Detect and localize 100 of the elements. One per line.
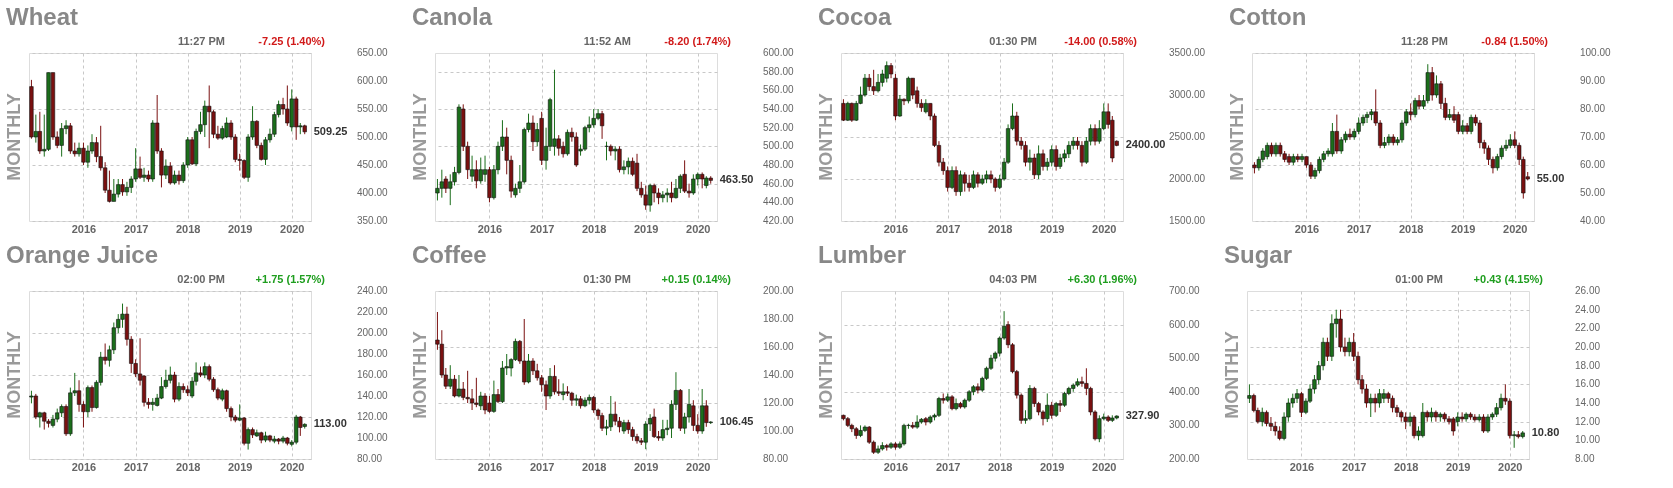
- candlestick: [1036, 144, 1041, 180]
- text: -8.20 (1.74%): [664, 35, 732, 47]
- y-tick-label: 140.00: [357, 390, 389, 401]
- candlestick: [652, 408, 657, 439]
- candlestick: [591, 108, 596, 129]
- annotation: 327.90: [1125, 409, 1160, 422]
- candlestick: [962, 171, 967, 193]
- y-tick-label: 460.00: [763, 177, 795, 189]
- y-tick-label: 120.00: [763, 397, 795, 408]
- candlestick: [474, 159, 479, 189]
- y-tick-label: 60.00: [1580, 159, 1606, 170]
- y-tick-label: 520.00: [763, 121, 795, 133]
- x-tick-label: 2018: [1398, 222, 1424, 235]
- chart-title: Wheat: [6, 3, 79, 30]
- x-tick-label: 2020: [1092, 460, 1117, 473]
- x-tick-label: 2017: [529, 460, 555, 473]
- candlestick: [1481, 413, 1486, 434]
- y-tick-label: 180.00: [357, 348, 389, 359]
- x-tick-label: 2017: [1341, 460, 1367, 473]
- candlestick: [543, 380, 549, 411]
- candlestick: [33, 393, 38, 420]
- y-tick-label: 200.00: [1169, 453, 1201, 464]
- candlestick: [599, 412, 605, 432]
- y-tick-label: 140.00: [763, 369, 795, 380]
- chart-title: Lumber: [818, 241, 907, 268]
- y-tick-label: 420.00: [763, 215, 795, 226]
- candlestick: [936, 396, 942, 418]
- y-axis-title: MONTHLY: [4, 331, 24, 419]
- y-tick-label: 3000.00: [1169, 89, 1206, 100]
- x-tick-label: 2018: [581, 222, 607, 235]
- y-tick-label: 12.00: [1575, 415, 1601, 427]
- y-tick-label: 16.00: [1575, 378, 1601, 390]
- chart-title: Canola: [412, 3, 493, 30]
- text: 11:28 PM: [1400, 35, 1448, 47]
- x-tick-label: 2017: [529, 222, 555, 235]
- x-tick-label: 2018: [175, 460, 201, 473]
- candlestick: [1023, 140, 1028, 167]
- y-tick-label: 3500.00: [1169, 47, 1206, 58]
- y-tick-label: 22.00: [1575, 322, 1601, 334]
- y-axis-title: MONTHLY: [816, 93, 836, 181]
- x-tick-label: 2020: [280, 222, 305, 235]
- x-tick-label: 2020: [1498, 460, 1523, 473]
- x-tick-label: 2019: [633, 222, 659, 235]
- y-tick-label: 90.00: [1580, 75, 1606, 86]
- candlestick: [556, 134, 561, 157]
- text: -0.84 (1.50%): [1481, 35, 1549, 47]
- candlestick: [1364, 111, 1370, 124]
- annotation: 2400.00: [1125, 138, 1166, 151]
- x-tick-label: 2018: [1393, 460, 1419, 473]
- x-tick-label: 2019: [1039, 222, 1065, 235]
- x-tick-label: 2020: [1503, 222, 1528, 235]
- text: 01:30 PM: [989, 35, 1037, 47]
- x-tick-label: 2018: [581, 460, 607, 473]
- x-tick-label: 2019: [227, 460, 253, 473]
- chart-title: Sugar: [1224, 241, 1293, 268]
- chart-title: Cocoa: [818, 3, 892, 30]
- y-tick-label: 500.00: [357, 131, 389, 142]
- text: 11:52 AM: [583, 35, 631, 47]
- x-tick-label: 2017: [1346, 222, 1372, 235]
- x-tick-label: 2016: [883, 460, 909, 473]
- candlestick: [137, 156, 143, 180]
- y-axis-title: MONTHLY: [4, 93, 24, 181]
- y-tick-label: 100.00: [357, 432, 389, 443]
- x-tick-label: 2020: [280, 460, 305, 473]
- text: 02:00 PM: [177, 273, 225, 285]
- candlestick: [478, 157, 483, 185]
- y-axis-title: MONTHLY: [816, 331, 836, 419]
- y-tick-label: 80.00: [1580, 103, 1606, 114]
- candlestick: [76, 379, 82, 413]
- candlestick: [652, 183, 657, 203]
- y-axis-title: MONTHLY: [1222, 331, 1242, 419]
- text: -7.25 (1.40%): [258, 35, 326, 47]
- candlestick: [682, 159, 687, 194]
- candlestick: [704, 399, 709, 428]
- y-axis-title: MONTHLY: [1227, 93, 1247, 181]
- y-tick-label: 2000.00: [1169, 173, 1206, 184]
- candlestick: [1079, 140, 1085, 167]
- y-tick-label: 450.00: [357, 159, 389, 170]
- x-tick-label: 2017: [935, 460, 961, 473]
- y-tick-label: 540.00: [763, 103, 795, 114]
- y-tick-label: 8.00: [1575, 453, 1595, 464]
- y-tick-label: 14.00: [1575, 397, 1601, 408]
- y-tick-label: 18.00: [1575, 359, 1601, 371]
- chart-title: Cotton: [1229, 3, 1307, 30]
- x-tick-label: 2017: [123, 460, 149, 473]
- x-tick-label: 2016: [477, 460, 503, 473]
- candlestick: [81, 142, 86, 166]
- candlestick: [884, 60, 889, 83]
- y-tick-label: 400.00: [357, 187, 389, 198]
- candlestick: [1451, 416, 1456, 437]
- y-tick-label: 24.00: [1575, 303, 1601, 315]
- text: 04:03 PM: [989, 273, 1037, 285]
- y-tick-label: 26.00: [1575, 285, 1601, 296]
- x-tick-label: 2016: [477, 222, 503, 235]
- text: 01:00 PM: [1395, 273, 1443, 285]
- candlestick: [1330, 122, 1335, 158]
- y-tick-label: 50.00: [1580, 187, 1606, 198]
- y-tick-label: 100.00: [1580, 47, 1612, 58]
- candlestick: [565, 129, 570, 157]
- x-tick-label: 2016: [1289, 460, 1315, 473]
